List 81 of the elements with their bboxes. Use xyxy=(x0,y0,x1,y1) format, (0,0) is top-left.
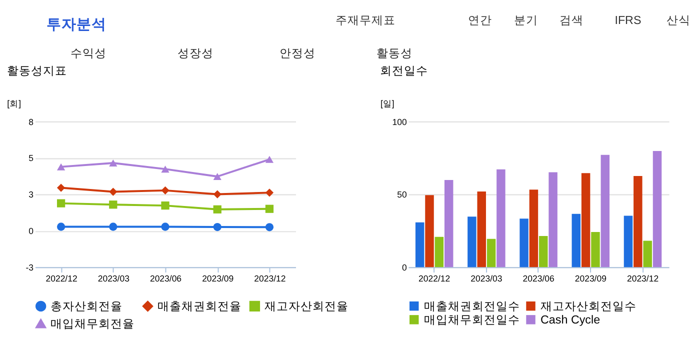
legend-label: 매입채무회전율 xyxy=(50,317,135,330)
text: 투자분석 xyxy=(46,17,107,34)
point xyxy=(213,222,222,232)
y-axis-title: [일] xyxy=(380,98,394,108)
point xyxy=(109,200,118,209)
legend-label: Cash Cycle xyxy=(540,314,600,327)
point xyxy=(265,156,274,163)
point xyxy=(213,172,222,180)
text: 주재무제표 xyxy=(336,14,396,28)
bar xyxy=(572,214,581,268)
x-tick-label: 2023/06 xyxy=(522,273,554,284)
text: 수익성 xyxy=(70,47,106,60)
bar xyxy=(496,169,506,268)
bar xyxy=(468,216,476,268)
legend-label: 매입채무회전일수 xyxy=(424,314,520,327)
text: 성장성 xyxy=(177,47,214,60)
y-tick-label: 100 xyxy=(392,116,407,127)
legend-label: 매출채권회전율 xyxy=(157,300,242,314)
point xyxy=(265,223,274,232)
text: 활동성 xyxy=(376,47,413,60)
text: 연간 xyxy=(468,14,492,28)
point xyxy=(213,205,222,214)
bar xyxy=(444,180,454,268)
y-tick-label: 3 xyxy=(28,190,34,200)
point xyxy=(161,186,170,194)
bar xyxy=(477,192,486,268)
x-tick-label: 2023/03 xyxy=(98,273,130,284)
chart-title: 회전일수 xyxy=(380,64,428,78)
point xyxy=(213,190,222,198)
bar xyxy=(539,236,548,268)
x-tick-label: 2023/09 xyxy=(202,273,234,284)
legend-label: 매출채권회전일수 xyxy=(424,300,520,313)
bar xyxy=(434,236,444,268)
x-tick-label: 2023/12 xyxy=(626,273,659,284)
bar xyxy=(486,238,496,268)
bar xyxy=(600,154,610,268)
text: 안정성 xyxy=(279,47,316,60)
y-tick-label: 8 xyxy=(28,116,34,127)
point xyxy=(161,201,170,210)
bar xyxy=(529,190,538,268)
point xyxy=(161,222,170,231)
text: 산식 xyxy=(666,14,691,28)
text: 분기 xyxy=(514,14,538,28)
bar xyxy=(425,195,434,268)
text: 검색 xyxy=(560,14,584,28)
x-tick-label: 2022/12 xyxy=(46,273,78,284)
x-tick-label: 2023/09 xyxy=(574,273,607,284)
bar xyxy=(548,172,558,268)
bar xyxy=(643,240,652,268)
point xyxy=(56,199,66,208)
point xyxy=(265,204,274,213)
x-tick-label: 2023/06 xyxy=(150,273,182,284)
point xyxy=(109,188,118,196)
bar xyxy=(591,232,600,268)
text: IFRS xyxy=(614,14,642,28)
x-tick-label: 2023/12 xyxy=(254,273,286,284)
legend-label: 재고자산회전일수 xyxy=(540,300,636,313)
legend-label: 총자산회전율 xyxy=(50,300,123,314)
x-tick-label: 2022/12 xyxy=(418,273,450,284)
legend-label: 재고자산회전율 xyxy=(264,300,348,314)
bar xyxy=(581,173,590,268)
chart-title: 활동성지표 xyxy=(6,64,67,78)
bar xyxy=(652,150,662,268)
bar xyxy=(415,222,424,268)
point xyxy=(56,184,66,192)
y-tick-label: 50 xyxy=(397,190,407,200)
point xyxy=(56,222,66,231)
x-tick-label: 2023/03 xyxy=(470,273,502,284)
y-tick-label: 0 xyxy=(402,262,407,273)
y-tick-label: -3 xyxy=(26,262,34,273)
y-tick-label: 0 xyxy=(28,226,34,236)
bar xyxy=(624,216,633,268)
point xyxy=(56,163,66,170)
point xyxy=(161,166,170,173)
y-axis-title: [회] xyxy=(7,98,22,108)
point xyxy=(265,188,274,197)
point xyxy=(109,222,118,231)
bar xyxy=(634,176,642,268)
bar xyxy=(520,218,528,268)
point xyxy=(109,159,118,167)
y-tick-label: 5 xyxy=(28,153,34,164)
